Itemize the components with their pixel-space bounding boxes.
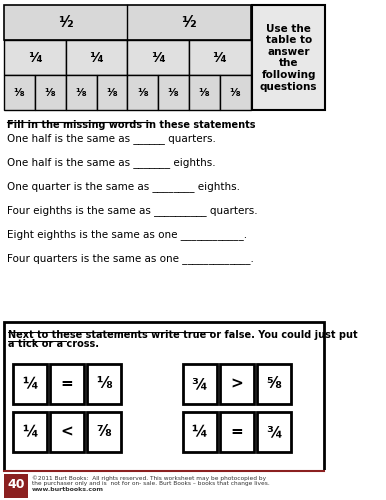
Text: ⁷⁄₈: ⁷⁄₈ [96, 424, 112, 440]
Text: ¾: ¾ [191, 376, 208, 392]
Text: ¹⁄₈: ¹⁄₈ [75, 88, 87, 98]
Text: ¹⁄₄: ¹⁄₄ [28, 50, 42, 64]
Text: Eight eighths is the same as one ____________.: Eight eighths is the same as one _______… [7, 229, 247, 240]
Bar [4, 40, 66, 75]
Bar [35, 75, 66, 110]
Bar [88, 412, 122, 452]
Text: ¹⁄₈: ¹⁄₈ [198, 88, 210, 98]
Text: Four quarters is the same as one _____________.: Four quarters is the same as one _______… [7, 253, 254, 264]
Bar [183, 412, 217, 452]
Text: ¹⁄₄: ¹⁄₄ [151, 50, 166, 64]
Text: ¹⁄₈: ¹⁄₈ [137, 88, 149, 98]
Bar [66, 40, 127, 75]
Bar [4, 474, 28, 498]
Bar [13, 412, 47, 452]
Text: ¹⁄₂: ¹⁄₂ [181, 15, 197, 30]
Text: ¼: ¼ [22, 376, 38, 392]
Text: ¹⁄₄: ¹⁄₄ [89, 50, 104, 64]
Text: www.burtbooks.com: www.burtbooks.com [32, 487, 104, 492]
Bar [257, 412, 291, 452]
Text: ¹⁄₂: ¹⁄₂ [58, 15, 74, 30]
Text: ¹⁄₈: ¹⁄₈ [106, 88, 118, 98]
Text: ¹⁄₄: ¹⁄₄ [212, 50, 227, 64]
Text: ¹⁄₈: ¹⁄₈ [44, 88, 56, 98]
Bar [252, 5, 325, 110]
Bar [189, 40, 251, 75]
Text: ¼: ¼ [191, 424, 208, 440]
Text: ⁵⁄₈: ⁵⁄₈ [266, 376, 282, 392]
Text: Use the
table to
answer
the
following
questions: Use the table to answer the following qu… [260, 24, 317, 92]
Bar [127, 75, 158, 110]
Bar [50, 412, 84, 452]
Text: ¼: ¼ [22, 424, 38, 440]
Bar [4, 322, 323, 500]
Bar [66, 75, 96, 110]
Text: Four eighths is the same as __________ quarters.: Four eighths is the same as __________ q… [7, 205, 257, 216]
Text: ¹⁄₈: ¹⁄₈ [14, 88, 25, 98]
Text: =: = [61, 376, 73, 392]
Bar [13, 364, 47, 404]
Bar [158, 75, 189, 110]
Bar [183, 364, 217, 404]
Bar [4, 5, 251, 40]
Text: =: = [230, 424, 243, 440]
Text: Next to these statements write true or false. You could just put: Next to these statements write true or f… [8, 330, 358, 340]
Bar [257, 364, 291, 404]
Bar [0, 470, 328, 500]
Bar [220, 75, 251, 110]
Text: Fill in the missing words in these statements: Fill in the missing words in these state… [7, 120, 255, 130]
Text: ¾: ¾ [266, 424, 282, 440]
Text: One quarter is the same as ________ eighths.: One quarter is the same as ________ eigh… [7, 181, 240, 192]
Text: One half is the same as _______ eighths.: One half is the same as _______ eighths. [7, 157, 215, 168]
Bar [96, 75, 127, 110]
Text: 40: 40 [7, 478, 25, 492]
Bar [189, 75, 220, 110]
Bar [127, 40, 189, 75]
Bar [4, 75, 35, 110]
Text: the purchaser only and is  not for on- sale. Burt Books – books that change live: the purchaser only and is not for on- sa… [32, 481, 270, 486]
Text: <: < [61, 424, 73, 440]
Text: a tick or a cross.: a tick or a cross. [8, 339, 100, 349]
Text: One half is the same as ______ quarters.: One half is the same as ______ quarters. [7, 133, 216, 144]
Bar [220, 412, 254, 452]
Bar [220, 364, 254, 404]
Text: ©2011 Burt Books:  All rights reserved. This worksheet may be photocopied by: ©2011 Burt Books: All rights reserved. T… [32, 475, 266, 480]
Bar [88, 364, 122, 404]
Bar [50, 364, 84, 404]
Text: ⅛: ⅛ [96, 376, 112, 392]
Text: >: > [230, 376, 243, 392]
Text: ¹⁄₈: ¹⁄₈ [229, 88, 241, 98]
Text: ¹⁄₈: ¹⁄₈ [168, 88, 179, 98]
